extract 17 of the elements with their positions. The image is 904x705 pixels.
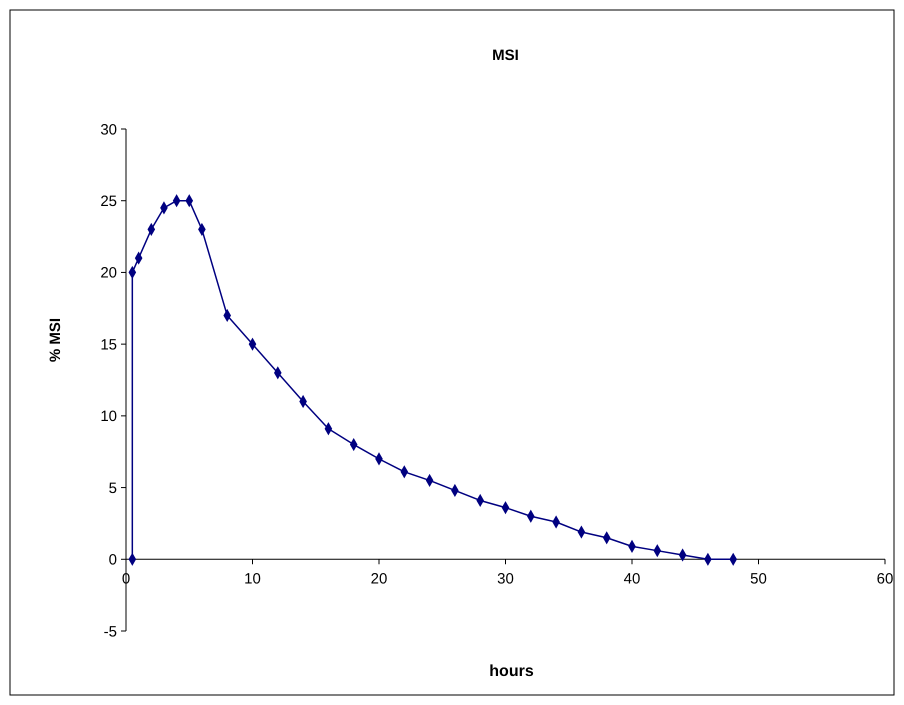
y-tick-label: 10 bbox=[100, 408, 117, 426]
y-axis-title: % MSI bbox=[47, 318, 64, 362]
y-tick-label: -5 bbox=[104, 623, 117, 640]
x-tick-label: 10 bbox=[244, 570, 261, 588]
x-tick-label: 40 bbox=[624, 570, 640, 588]
chart-title: MSI bbox=[492, 47, 519, 64]
x-tick-label: 60 bbox=[876, 570, 894, 588]
x-tick-label: 50 bbox=[750, 570, 767, 588]
y-tick-label: 25 bbox=[100, 192, 117, 210]
y-tick-label: 5 bbox=[108, 480, 117, 497]
x-axis-title: hours bbox=[489, 663, 534, 680]
y-tick-label: 0 bbox=[108, 552, 117, 569]
y-tick-label: 15 bbox=[100, 336, 117, 354]
y-tick-label: 20 bbox=[100, 264, 117, 282]
y-tick-label: 30 bbox=[100, 121, 117, 138]
x-tick-label: 20 bbox=[370, 570, 388, 588]
x-tick-label: 30 bbox=[497, 570, 514, 588]
